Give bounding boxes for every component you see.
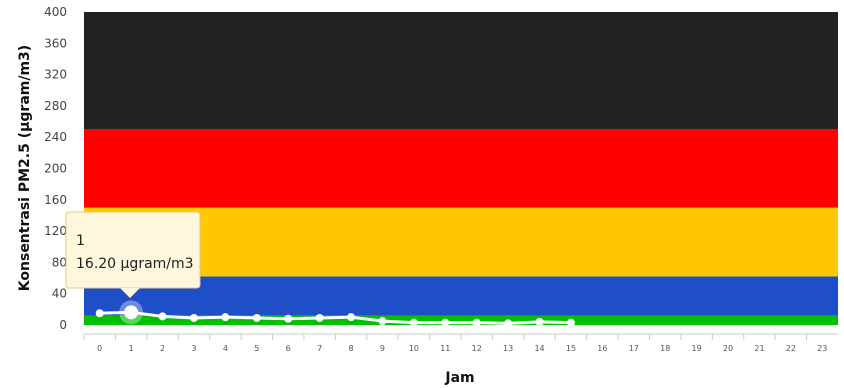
y-tick-label: 0 — [59, 318, 67, 332]
data-point[interactable] — [95, 309, 104, 318]
series-line — [99, 310, 571, 325]
x-tick-label: 20 — [723, 344, 733, 353]
y-tick-label: 40 — [52, 287, 67, 301]
x-tick-label: 22 — [786, 344, 796, 353]
band-3 — [84, 129, 838, 208]
band-4 — [84, 12, 838, 130]
x-tick-label: 23 — [817, 344, 827, 353]
x-tick-label: 9 — [380, 344, 385, 353]
tooltip-category: 1 — [76, 233, 85, 249]
y-tick-label: 200 — [44, 162, 67, 176]
x-tick-label: 21 — [754, 344, 764, 353]
data-point[interactable] — [221, 313, 230, 322]
series-pm25 — [95, 300, 575, 328]
data-point[interactable] — [535, 317, 544, 326]
x-tick-label: 1 — [129, 344, 134, 353]
y-tick-label: 400 — [44, 5, 67, 19]
x-tick-label: 14 — [534, 344, 544, 353]
x-axis-title: Jam — [444, 370, 474, 386]
data-point[interactable] — [189, 313, 198, 322]
x-tick-label: 6 — [286, 344, 291, 353]
data-point[interactable] — [441, 318, 450, 327]
band-2 — [84, 207, 838, 277]
x-tick-label: 15 — [566, 344, 576, 353]
x-tick-label: 2 — [160, 344, 165, 353]
y-axis-ticks: 0 40 80 120 160 200 240 280 320 360 400 — [44, 5, 67, 332]
y-tick-label: 160 — [44, 193, 67, 207]
x-tick-label: 18 — [660, 344, 670, 353]
data-point[interactable] — [124, 305, 139, 320]
aqi-bands — [84, 12, 838, 325]
data-point[interactable] — [504, 319, 513, 328]
data-point[interactable] — [347, 313, 356, 322]
data-point[interactable] — [566, 318, 575, 327]
data-point[interactable] — [409, 318, 418, 327]
x-tick-label: 13 — [503, 344, 513, 353]
data-point[interactable] — [378, 317, 387, 326]
data-point[interactable] — [472, 318, 481, 327]
x-tick-label: 7 — [317, 344, 322, 353]
y-tick-label: 320 — [44, 68, 67, 82]
x-tick-label: 11 — [440, 344, 450, 353]
y-tick-label: 280 — [44, 99, 67, 113]
x-tick-label: 4 — [223, 344, 228, 353]
y-tick-label: 240 — [44, 130, 67, 144]
x-tick-label: 3 — [191, 344, 196, 353]
data-point[interactable] — [284, 314, 293, 323]
data-point[interactable] — [315, 313, 324, 322]
x-tick-label: 10 — [409, 344, 419, 353]
x-tick-label: 12 — [472, 344, 482, 353]
tooltip: 1 16.20 µgram/m3 — [65, 211, 201, 298]
x-tick-label: 5 — [254, 344, 259, 353]
x-tick-label: 16 — [597, 344, 607, 353]
x-tick-label: 0 — [97, 344, 102, 353]
band-0 — [84, 315, 838, 325]
y-tick-label: 120 — [44, 224, 67, 238]
band-1 — [84, 276, 838, 316]
y-axis-title: Konsentrasi PM2.5 (µgram/m3) — [17, 45, 33, 291]
tooltip-box — [65, 211, 201, 289]
y-tick-label: 80 — [52, 255, 67, 269]
tooltip-pointer — [120, 288, 140, 298]
y-tick-label: 360 — [44, 36, 67, 50]
x-tick-label: 8 — [348, 344, 353, 353]
x-tick-label: 17 — [629, 344, 639, 353]
data-point[interactable] — [158, 312, 167, 321]
x-axis-ticks: 0 1 2 3 4 5 6 7 8 9 10 11 12 13 14 15 16 17 18 19 20 21 22 23 — [83, 333, 838, 353]
x-tick-label: 19 — [692, 344, 702, 353]
data-point[interactable] — [252, 313, 261, 322]
tooltip-value: 16.20 µgram/m3 — [76, 256, 194, 272]
